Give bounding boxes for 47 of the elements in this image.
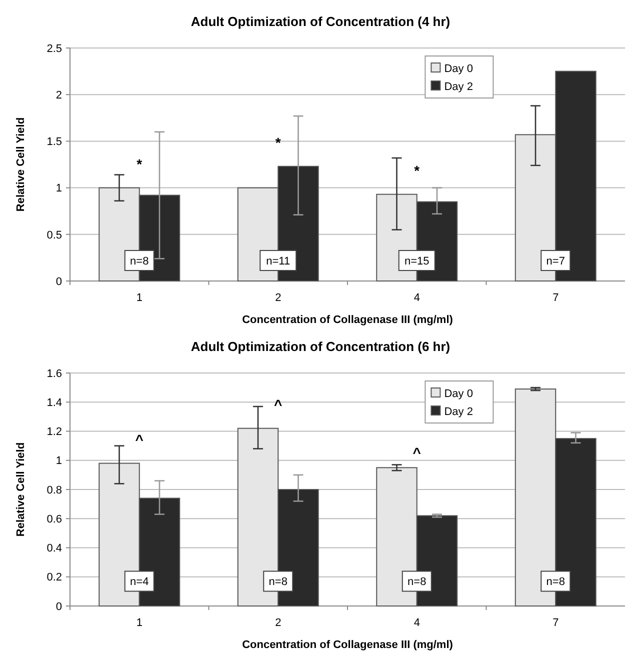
annotation: n=8 (268, 576, 288, 588)
annotation: n=8 (546, 576, 565, 588)
y-axis-title: Relative Cell Yield (15, 117, 27, 212)
y-tick-label: 2 (56, 89, 62, 102)
y-tick-label: 0 (56, 600, 62, 613)
annotation: * (275, 134, 282, 151)
legend-label: Day 0 (444, 388, 473, 400)
y-tick-label: 1.4 (46, 396, 62, 409)
y-tick-label: 0.8 (46, 484, 62, 496)
y-tick-label: 0 (56, 276, 62, 288)
legend-label: Day 0 (444, 62, 473, 75)
annotation: ^ (274, 396, 282, 413)
annotation: * (136, 156, 143, 172)
annotation: ^ (135, 432, 144, 448)
x-tick-label: 1 (136, 617, 142, 629)
y-tick-label: 0.2 (46, 572, 62, 584)
x-tick-label: 2 (275, 617, 282, 629)
y-tick-label: 1 (56, 455, 62, 468)
annotation: n=8 (130, 255, 149, 268)
y-tick-label: 0.6 (46, 513, 62, 526)
y-axis-title: Relative Cell Yield (15, 442, 27, 537)
annotation: n=11 (266, 255, 290, 268)
annotation: n=15 (404, 255, 430, 268)
annotation: n=7 (546, 255, 565, 268)
annotation: * (414, 162, 420, 179)
legend-label: Day 2 (444, 80, 473, 93)
chart-title: Adult Optimization of Concentration (4 hr) (190, 14, 450, 29)
annotation: n=8 (408, 576, 426, 588)
y-tick-label: 1 (56, 182, 62, 195)
legend-label: Day 2 (444, 406, 473, 418)
x-tick-label: 1 (136, 292, 142, 304)
y-tick-label: 1.5 (46, 136, 62, 148)
x-tick-label: 7 (552, 617, 559, 629)
x-axis-title: Concentration of Collagenase III (mg/ml) (242, 639, 454, 651)
x-tick-label: 2 (275, 292, 282, 304)
y-tick-label: 1.6 (46, 368, 62, 380)
annotation: n=4 (130, 576, 149, 588)
x-tick-label: 7 (552, 292, 559, 304)
y-tick-label: 2.5 (46, 42, 62, 55)
x-tick-label: 4 (414, 617, 420, 629)
annotation: ^ (412, 444, 421, 461)
x-axis-title: Concentration of Collagenase III (mg/ml) (242, 314, 454, 326)
y-tick-label: 0.5 (46, 229, 62, 242)
x-tick-label: 4 (414, 292, 420, 304)
chart-title: Adult Optimization of Concentration (6 hr) (190, 339, 450, 354)
y-tick-label: 1.2 (46, 426, 62, 438)
y-tick-label: 0.4 (46, 542, 62, 555)
